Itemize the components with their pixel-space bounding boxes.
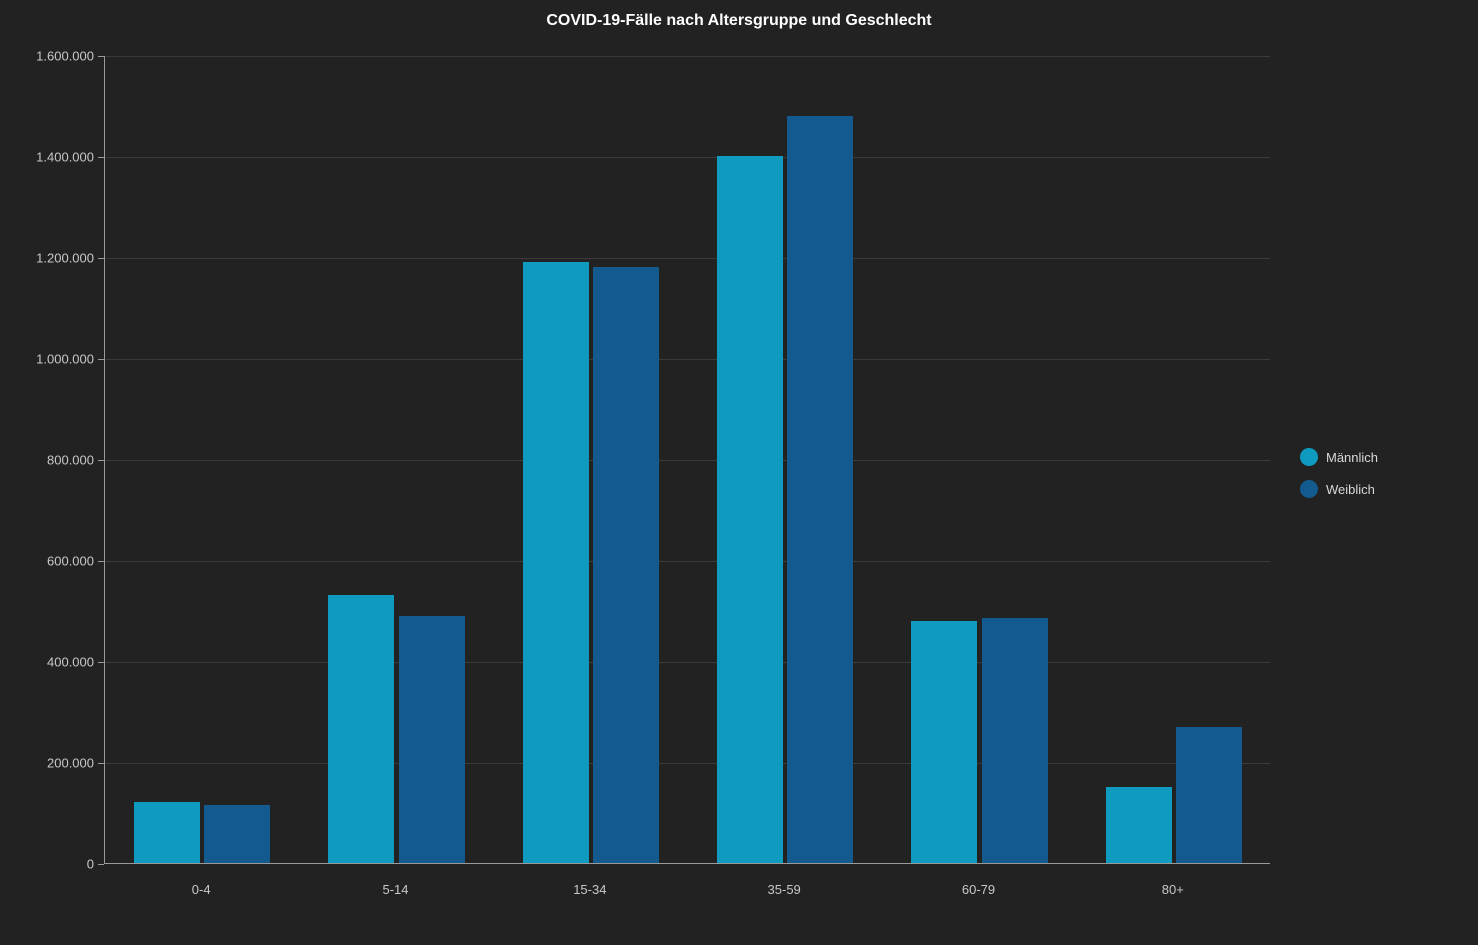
y-tick-mark bbox=[98, 157, 104, 158]
y-tick-mark bbox=[98, 662, 104, 663]
plot-area bbox=[104, 56, 1270, 864]
y-tick-label: 600.000 bbox=[0, 554, 94, 569]
x-tick-label: 0-4 bbox=[192, 882, 211, 897]
legend-swatch bbox=[1300, 448, 1318, 466]
bar[interactable] bbox=[593, 267, 659, 863]
bar[interactable] bbox=[523, 262, 589, 863]
y-tick-mark bbox=[98, 763, 104, 764]
bar[interactable] bbox=[328, 595, 394, 863]
legend-label: Männlich bbox=[1326, 450, 1378, 465]
grid-line bbox=[105, 763, 1270, 764]
bar[interactable] bbox=[134, 802, 200, 863]
y-tick-label: 0 bbox=[0, 857, 94, 872]
y-tick-mark bbox=[98, 561, 104, 562]
bar[interactable] bbox=[911, 621, 977, 863]
grid-line bbox=[105, 662, 1270, 663]
x-tick-label: 35-59 bbox=[768, 882, 801, 897]
y-tick-mark bbox=[98, 56, 104, 57]
y-tick-label: 200.000 bbox=[0, 756, 94, 771]
y-tick-label: 1.600.000 bbox=[0, 49, 94, 64]
bar[interactable] bbox=[787, 116, 853, 863]
grid-line bbox=[105, 157, 1270, 158]
y-tick-label: 1.400.000 bbox=[0, 150, 94, 165]
y-tick-label: 1.000.000 bbox=[0, 352, 94, 367]
bar[interactable] bbox=[982, 618, 1048, 863]
y-tick-mark bbox=[98, 460, 104, 461]
x-tick-label: 15-34 bbox=[573, 882, 606, 897]
y-tick-mark bbox=[98, 359, 104, 360]
legend-label: Weiblich bbox=[1326, 482, 1375, 497]
y-tick-label: 400.000 bbox=[0, 655, 94, 670]
bar[interactable] bbox=[1106, 787, 1172, 863]
grid-line bbox=[105, 258, 1270, 259]
bar[interactable] bbox=[717, 156, 783, 863]
grid-line bbox=[105, 561, 1270, 562]
x-tick-label: 80+ bbox=[1162, 882, 1184, 897]
x-tick-label: 60-79 bbox=[962, 882, 995, 897]
bar[interactable] bbox=[1176, 727, 1242, 863]
grid-line bbox=[105, 460, 1270, 461]
grid-line bbox=[105, 359, 1270, 360]
legend-swatch bbox=[1300, 480, 1318, 498]
legend: Männlich Weiblich bbox=[1300, 448, 1378, 512]
grid-line bbox=[105, 56, 1270, 57]
y-tick-label: 1.200.000 bbox=[0, 251, 94, 266]
chart-title: COVID-19-Fälle nach Altersgruppe und Ges… bbox=[0, 12, 1478, 30]
bar[interactable] bbox=[399, 616, 465, 863]
y-tick-mark bbox=[98, 258, 104, 259]
x-tick-label: 5-14 bbox=[382, 882, 408, 897]
y-tick-mark bbox=[98, 864, 104, 865]
legend-item[interactable]: Weiblich bbox=[1300, 480, 1378, 498]
legend-item[interactable]: Männlich bbox=[1300, 448, 1378, 466]
y-tick-label: 800.000 bbox=[0, 453, 94, 468]
bar[interactable] bbox=[204, 805, 270, 863]
